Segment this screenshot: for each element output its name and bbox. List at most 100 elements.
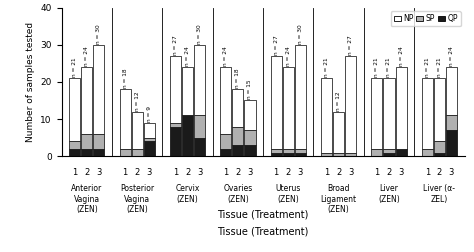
- Bar: [93, 149, 104, 156]
- Bar: [144, 123, 155, 138]
- Bar: [383, 152, 394, 156]
- Text: n = 21: n = 21: [386, 57, 392, 77]
- Bar: [345, 56, 356, 152]
- Text: Cervix
(ZEN): Cervix (ZEN): [175, 184, 200, 204]
- Text: n = 21: n = 21: [324, 57, 329, 77]
- Bar: [194, 45, 205, 115]
- Text: Liver (α-
ZEL): Liver (α- ZEL): [423, 184, 456, 204]
- Bar: [220, 149, 231, 156]
- Text: n = 24: n = 24: [399, 46, 403, 66]
- Bar: [232, 145, 244, 156]
- Bar: [283, 67, 294, 149]
- X-axis label: Tissue (Treatment): Tissue (Treatment): [218, 209, 309, 219]
- Bar: [446, 67, 457, 115]
- Text: n = 24: n = 24: [223, 46, 228, 66]
- Bar: [232, 89, 244, 127]
- Bar: [232, 127, 244, 145]
- Text: n = 9: n = 9: [147, 106, 152, 122]
- Bar: [194, 115, 205, 138]
- Text: 3: 3: [398, 168, 404, 177]
- Bar: [395, 149, 407, 156]
- Text: n = 24: n = 24: [84, 46, 89, 66]
- Bar: [283, 152, 294, 156]
- Bar: [69, 78, 80, 141]
- Bar: [271, 152, 282, 156]
- Text: 3: 3: [197, 168, 202, 177]
- Bar: [81, 67, 92, 134]
- Text: 2: 2: [336, 168, 341, 177]
- Text: n = 15: n = 15: [247, 80, 253, 99]
- Text: n = 12: n = 12: [135, 91, 140, 111]
- Bar: [434, 141, 445, 152]
- Legend: NP, SP, QP: NP, SP, QP: [391, 11, 461, 26]
- Bar: [333, 152, 344, 156]
- Text: n = 24: n = 24: [185, 46, 190, 66]
- Text: 2: 2: [185, 168, 190, 177]
- Text: n = 18: n = 18: [236, 69, 240, 88]
- Bar: [132, 149, 143, 156]
- Bar: [93, 45, 104, 134]
- Text: Liver
(ZEN): Liver (ZEN): [378, 184, 400, 204]
- Bar: [119, 149, 131, 156]
- Bar: [170, 56, 181, 123]
- Bar: [345, 152, 356, 156]
- Text: n = 18: n = 18: [123, 69, 128, 88]
- Text: Posterior
Vagina
(ZEN): Posterior Vagina (ZEN): [120, 184, 154, 214]
- Text: 1: 1: [273, 168, 279, 177]
- Text: 3: 3: [298, 168, 303, 177]
- Bar: [182, 115, 193, 156]
- Text: n = 21: n = 21: [72, 57, 77, 77]
- Bar: [434, 152, 445, 156]
- Bar: [245, 101, 255, 130]
- Text: n = 12: n = 12: [336, 91, 341, 111]
- Text: n = 27: n = 27: [173, 35, 178, 55]
- Text: n = 30: n = 30: [298, 24, 303, 44]
- Text: n = 30: n = 30: [197, 24, 202, 44]
- Bar: [81, 149, 92, 156]
- Bar: [220, 134, 231, 149]
- Text: n = 21: n = 21: [437, 57, 442, 77]
- Bar: [132, 112, 143, 149]
- Y-axis label: Number of samples tested: Number of samples tested: [26, 22, 35, 142]
- Bar: [383, 149, 394, 152]
- Bar: [194, 138, 205, 156]
- Bar: [220, 67, 231, 134]
- Text: 1: 1: [374, 168, 380, 177]
- Bar: [69, 149, 80, 156]
- Text: Tissue (Treatment): Tissue (Treatment): [218, 227, 309, 237]
- Text: 2: 2: [437, 168, 442, 177]
- Bar: [245, 145, 255, 156]
- Text: 3: 3: [146, 168, 152, 177]
- Text: 1: 1: [122, 168, 128, 177]
- Text: 3: 3: [247, 168, 253, 177]
- Bar: [295, 152, 306, 156]
- Text: 1: 1: [173, 168, 178, 177]
- Bar: [69, 141, 80, 149]
- Text: 1: 1: [324, 168, 329, 177]
- Text: Broad
Ligament
(ZEN): Broad Ligament (ZEN): [320, 184, 356, 214]
- Text: Uterus
(ZEN): Uterus (ZEN): [275, 184, 301, 204]
- Text: n = 27: n = 27: [348, 35, 353, 55]
- Bar: [182, 67, 193, 115]
- Text: 2: 2: [135, 168, 140, 177]
- Bar: [395, 67, 407, 149]
- Text: n = 30: n = 30: [96, 24, 101, 44]
- Bar: [170, 127, 181, 156]
- Bar: [422, 78, 433, 149]
- Text: 3: 3: [348, 168, 354, 177]
- Text: Ovaries
(ZEN): Ovaries (ZEN): [223, 184, 253, 204]
- Bar: [170, 123, 181, 127]
- Bar: [271, 56, 282, 149]
- Bar: [371, 78, 383, 149]
- Text: 1: 1: [223, 168, 228, 177]
- Text: 2: 2: [386, 168, 392, 177]
- Text: n = 24: n = 24: [449, 46, 454, 66]
- Bar: [93, 134, 104, 149]
- Text: Anterior
Vagina
(ZEN): Anterior Vagina (ZEN): [71, 184, 102, 214]
- Bar: [446, 115, 457, 130]
- Bar: [371, 149, 383, 156]
- Text: n = 27: n = 27: [273, 35, 279, 55]
- Bar: [283, 149, 294, 152]
- Text: 2: 2: [286, 168, 291, 177]
- Bar: [446, 130, 457, 156]
